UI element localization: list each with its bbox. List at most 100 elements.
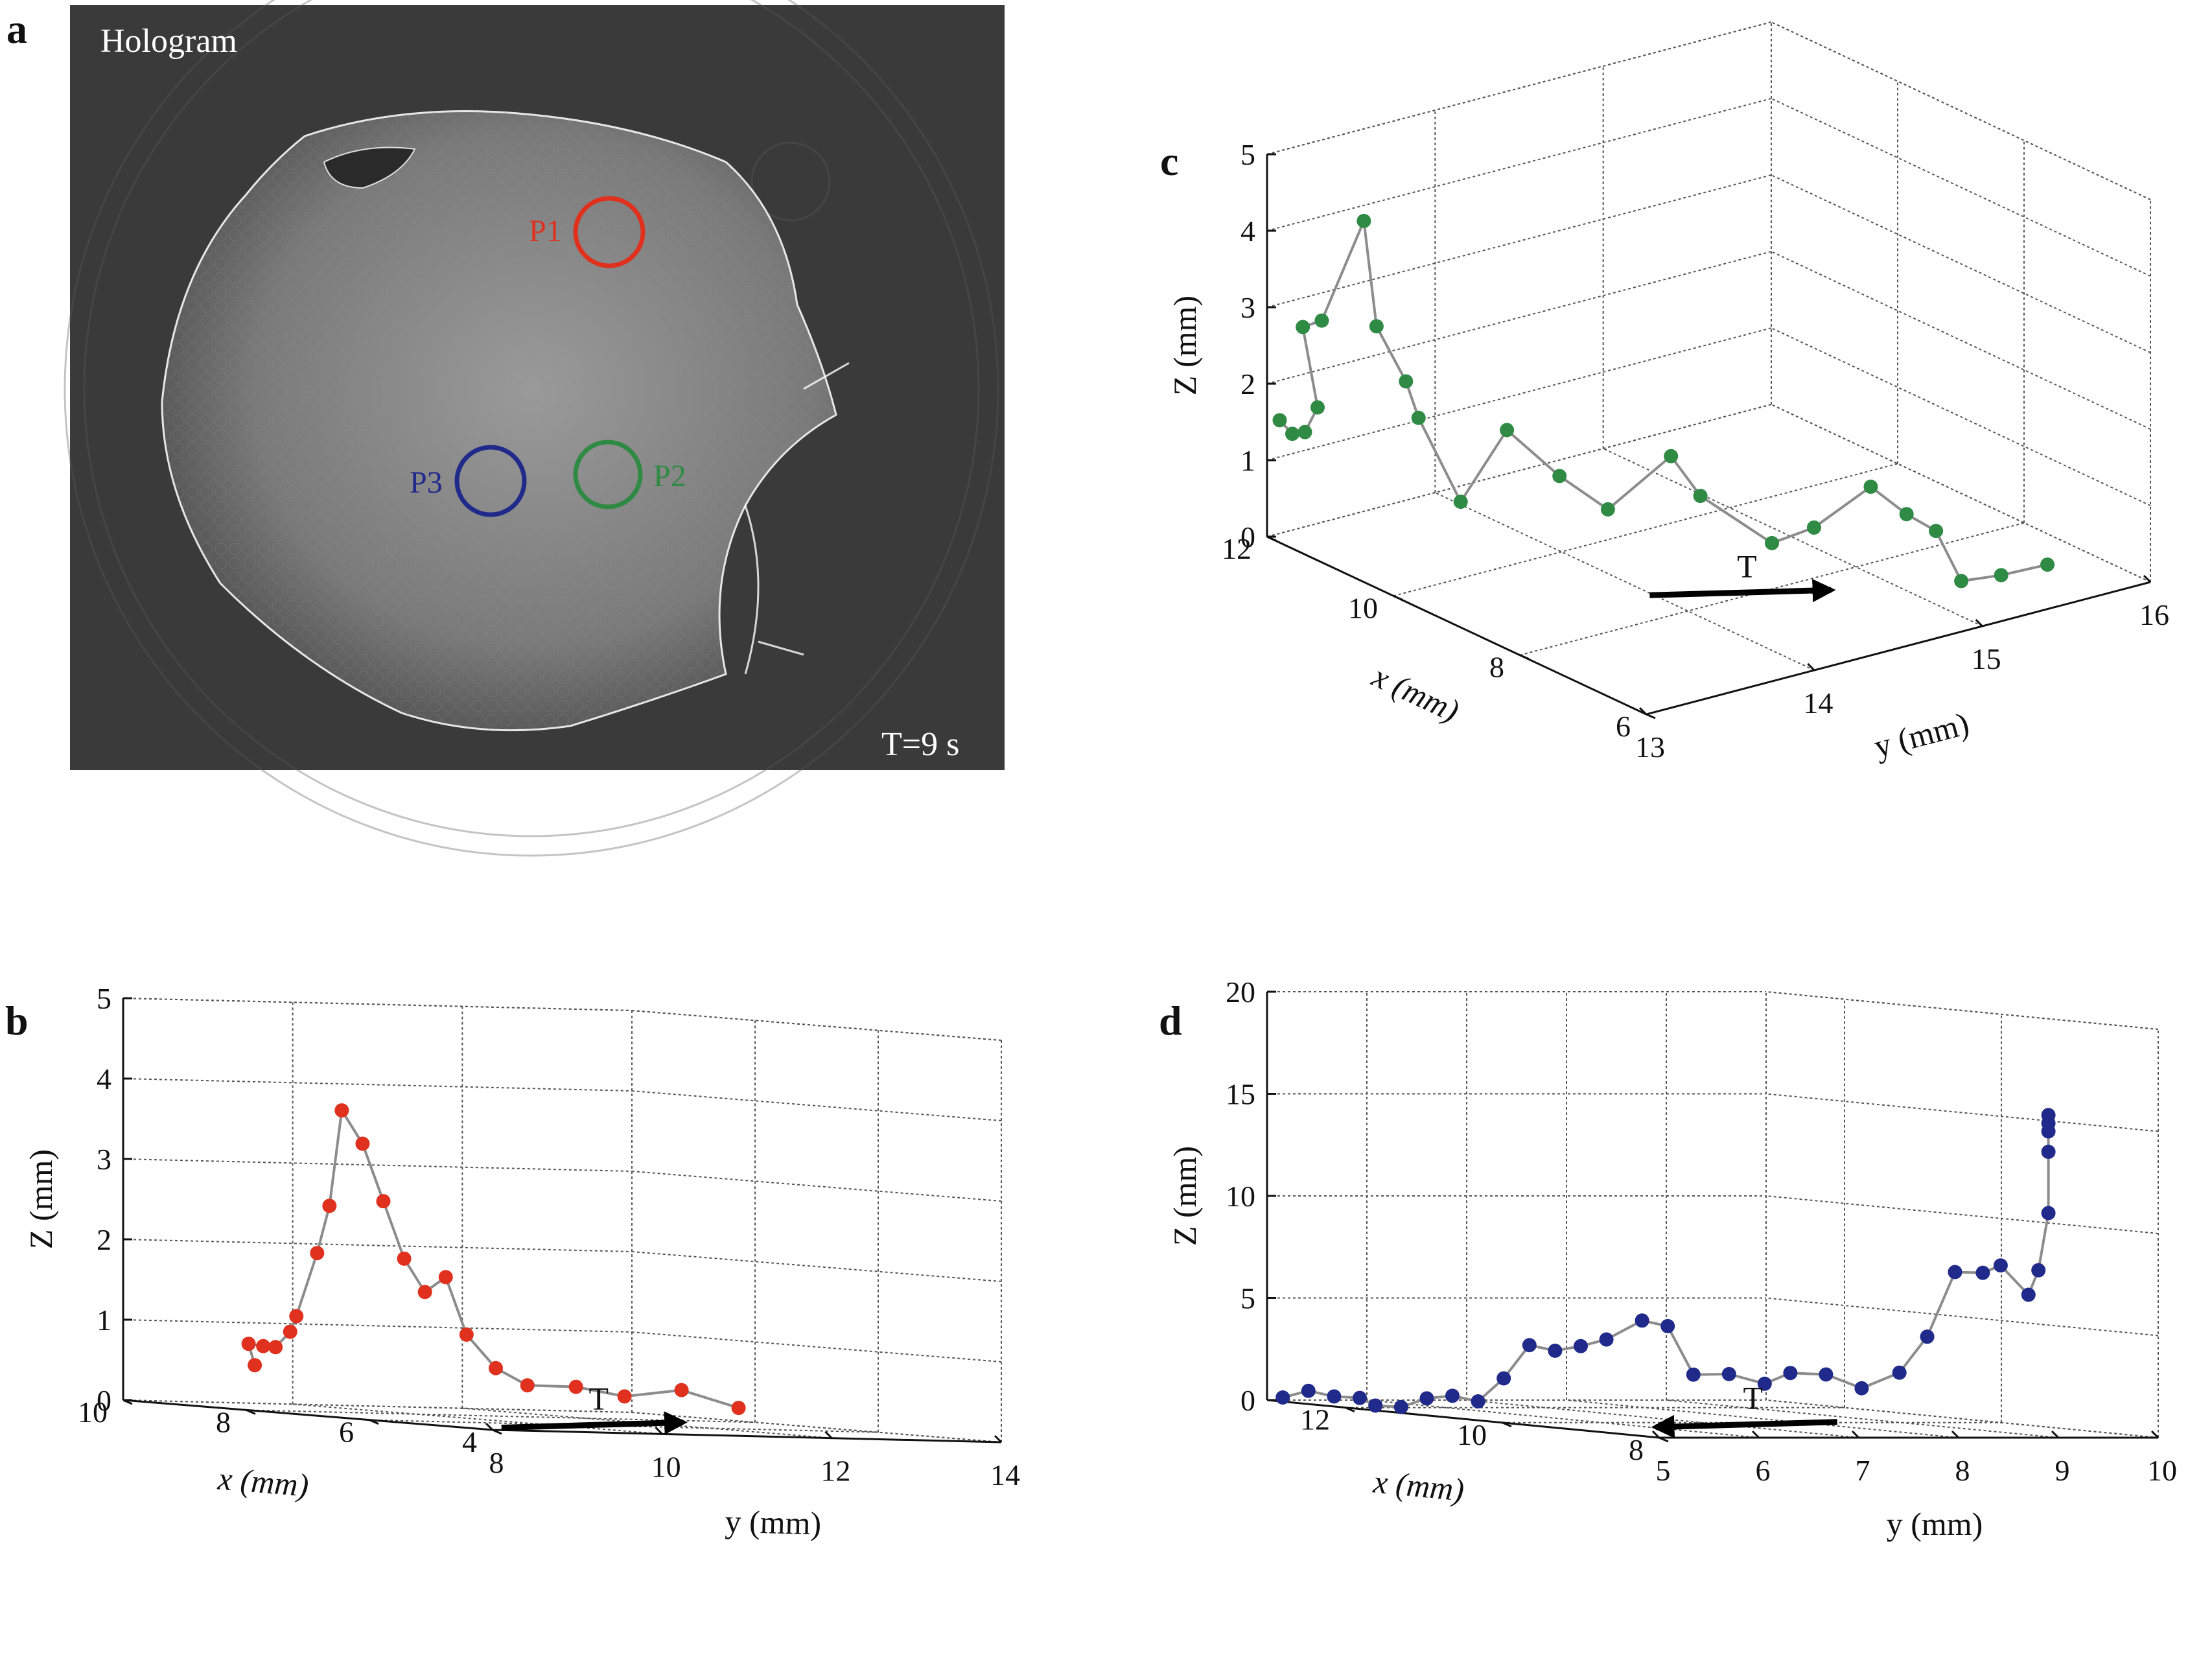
data-point <box>1892 1365 1907 1380</box>
hologram-image: Hologram T=9 s P1 P2 P3 <box>64 0 1005 857</box>
z-tick-label: 1 <box>1240 444 1255 477</box>
data-point <box>1765 535 1779 550</box>
data-point <box>2040 557 2055 572</box>
x-tick-mark <box>1659 1436 1669 1443</box>
data-point <box>1993 1258 2008 1273</box>
grid-line <box>1771 98 2151 277</box>
y-tick-label: 14 <box>1803 686 1833 719</box>
x-tick-label: 8 <box>216 1405 231 1438</box>
grid-line <box>1603 448 1983 627</box>
grid-line <box>631 1251 1002 1282</box>
y-tick-label: 8 <box>489 1446 504 1479</box>
chart-b-time-label: T <box>588 1380 609 1416</box>
x-tick-mark <box>492 1429 502 1435</box>
chart-d-time-label: T <box>1743 1380 1763 1416</box>
data-point <box>1863 479 1878 494</box>
data-point <box>1310 400 1325 415</box>
hologram-panel: a Hologram T=9 s P1 P2 P3 <box>6 0 1005 857</box>
data-point <box>1272 413 1287 428</box>
data-point <box>1275 1390 1290 1405</box>
data-point <box>1693 489 1708 504</box>
hologram-title: Hologram <box>100 23 237 60</box>
trajectory-line <box>1282 1115 2050 1409</box>
grid-line <box>1266 404 1772 537</box>
y-tick-label: 16 <box>2139 598 2169 631</box>
y-tick-mark <box>2051 1430 2060 1439</box>
data-point <box>2031 1263 2046 1278</box>
x-tick-label: 12 <box>1300 1403 1330 1436</box>
data-point <box>355 1136 370 1151</box>
data-point <box>417 1285 432 1300</box>
z-tick-label: 2 <box>97 1223 111 1256</box>
marker-p3-circle <box>454 445 527 517</box>
chart-c-time-label: T <box>1737 548 1757 584</box>
chart-d-axes <box>1266 992 2158 1439</box>
z-tick-label: 0 <box>1240 1384 1255 1417</box>
data-point <box>489 1361 503 1375</box>
grid-line <box>122 1399 633 1413</box>
chart-c-axes <box>1266 154 2151 716</box>
grid-line <box>631 1331 1002 1362</box>
y-tick-mark <box>2150 1430 2160 1439</box>
data-point <box>1368 1398 1383 1413</box>
y-tick-mark <box>824 1431 833 1439</box>
data-point <box>1314 313 1329 328</box>
data-point <box>2041 1206 2056 1221</box>
x-tick-label: 10 <box>1348 591 1378 624</box>
z-tick-label: 3 <box>97 1143 111 1176</box>
data-point <box>1819 1367 1834 1382</box>
data-point <box>1500 423 1515 438</box>
data-point <box>2041 1145 2056 1159</box>
data-point <box>1522 1338 1537 1353</box>
x-tick-mark <box>1502 1421 1512 1428</box>
chart-d-points <box>1275 1108 2056 1414</box>
y-tick-label: 9 <box>2055 1454 2070 1487</box>
y-axis-line <box>1646 581 2151 716</box>
grid-line <box>1266 21 1772 155</box>
chart-b-axis-titles: Z (mm) x (mm) y (mm) <box>23 1149 822 1541</box>
data-point <box>1635 1313 1649 1328</box>
marker-p1-circle <box>573 196 646 268</box>
y-tick-mark <box>1851 1430 1860 1439</box>
data-point <box>256 1339 271 1353</box>
data-point <box>1920 1329 1935 1344</box>
z-tick-label: 20 <box>1226 976 1255 1009</box>
chart-d: d 0 5 10 15 20 8 10 12 5 6 7 8 9 10 Z (mm) x (mm) y (… <box>1159 976 2177 1542</box>
data-point <box>1496 1371 1511 1386</box>
grid-line <box>1771 327 2151 506</box>
grid-line <box>1771 251 2151 430</box>
grid-line <box>631 1010 1002 1041</box>
data-point <box>1954 574 1969 589</box>
y-tick-label: 10 <box>2147 1454 2177 1487</box>
data-point <box>289 1309 304 1324</box>
y-tick-mark <box>994 1434 1003 1444</box>
grid-line <box>631 1010 1002 1041</box>
grid-line <box>1566 1399 1959 1438</box>
grid-line <box>246 1409 756 1423</box>
data-point <box>1783 1366 1798 1381</box>
y-tick-label: 5 <box>1656 1454 1671 1487</box>
data-point <box>1599 1332 1614 1347</box>
y-tick-mark <box>1975 618 1983 627</box>
marker-p3-label: P3 <box>410 465 443 500</box>
y-tick-label: 10 <box>651 1450 681 1483</box>
marker-p1-label: P1 <box>529 214 562 248</box>
data-point <box>1899 507 1914 522</box>
chart-b-zlabel: Z (mm) <box>23 1149 59 1249</box>
data-point <box>731 1401 746 1416</box>
marker-p2-label: P2 <box>653 459 686 493</box>
data-point <box>1574 1339 1588 1353</box>
grid-line <box>1266 327 1772 461</box>
data-point <box>1445 1388 1460 1403</box>
grid-line <box>1266 174 1772 308</box>
data-point <box>1552 469 1567 484</box>
x-tick-label: 4 <box>462 1425 477 1458</box>
chart-d-trajectory <box>1282 1115 2050 1409</box>
data-point <box>1471 1394 1485 1409</box>
time-arrow-shaft <box>1651 1414 1837 1438</box>
data-point <box>1806 520 1821 535</box>
grid-line <box>1765 1297 2159 1337</box>
